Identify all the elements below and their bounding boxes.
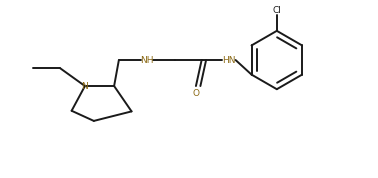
- Text: NH: NH: [140, 56, 153, 64]
- Text: N: N: [82, 82, 88, 91]
- Text: Cl: Cl: [273, 6, 281, 15]
- Text: HN: HN: [222, 56, 235, 64]
- Text: O: O: [192, 90, 200, 98]
